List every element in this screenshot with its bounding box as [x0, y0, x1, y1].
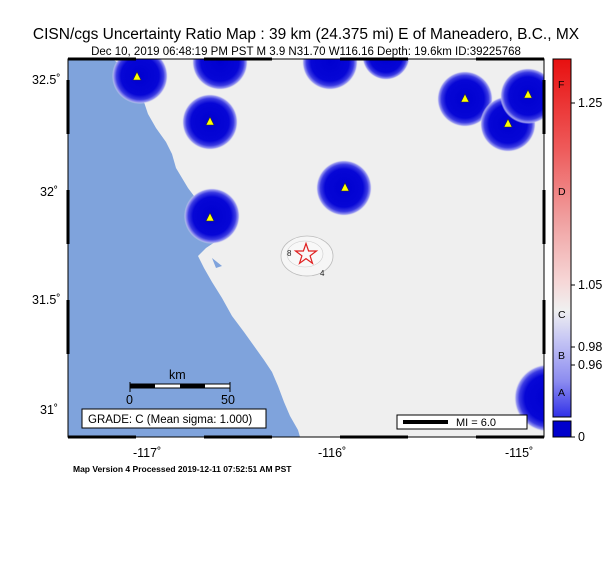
station-coverage [500, 68, 544, 124]
y-tick-label: 31˚ [40, 403, 58, 417]
y-tick-label: 32.5˚ [32, 73, 61, 87]
y-tick-label: 32˚ [40, 185, 58, 199]
station-triangle-icon [205, 212, 215, 222]
svg-text:8: 8 [287, 249, 292, 258]
y-tick-label: 31.5˚ [32, 293, 61, 307]
scale-bar-max: 50 [221, 393, 235, 407]
mi-legend-label: MI = 6.0 [456, 417, 496, 429]
station-triangle-icon [205, 116, 215, 126]
event-details: Dec 10, 2019 06:48:19 PM PST M 3.9 N31.7… [91, 46, 521, 58]
station-coverage [184, 188, 240, 244]
grade-text: GRADE: C (Mean sigma: 1.000) [88, 414, 252, 426]
epicenter-star-icon [293, 241, 319, 265]
processing-footer: Map Version 4 Processed 2019-12-11 07:52… [73, 464, 292, 474]
grade-box: GRADE: C (Mean sigma: 1.000) [81, 408, 267, 429]
x-tick-label: -117˚ [133, 446, 161, 460]
station-coverage [192, 59, 248, 90]
x-tick-label: -115˚ [505, 446, 533, 460]
colorbar-value: 0.96 [578, 358, 602, 372]
scale-bar-min: 0 [126, 393, 133, 407]
map-title: CISN/cgs Uncertainty Ratio Map : 39 km (… [32, 26, 580, 43]
scale-bar: km 0 50 [126, 368, 235, 407]
colorbar-value: 1.05 [578, 278, 602, 292]
grade-letter: B [558, 350, 565, 362]
station-triangle-icon [503, 118, 513, 128]
map-frame [66, 57, 546, 439]
grade-letter: F [558, 79, 564, 91]
grade-letter: D [558, 186, 566, 198]
scale-bar-unit: km [169, 368, 186, 382]
svg-text:4: 4 [320, 269, 325, 278]
colorbar-value: 0 [578, 430, 585, 444]
x-tick-label: -116˚ [318, 446, 346, 460]
colorbar-value: 1.25 [578, 96, 602, 110]
grade-letter: C [558, 309, 566, 321]
mi-legend: MI = 6.0 [396, 414, 528, 430]
station-triangle-icon [460, 93, 470, 103]
colorbar: 1.25 1.05 0.98 0.96 0 F D C B A [552, 58, 602, 444]
station-coverage [302, 59, 358, 90]
colorbar-value: 0.98 [578, 340, 602, 354]
station-coverage [112, 59, 168, 104]
ocean-area [68, 59, 300, 437]
grade-letter: A [558, 387, 565, 399]
station-triangle-icon [132, 71, 142, 81]
station-triangle-icon [523, 89, 533, 99]
station-coverage [362, 59, 410, 80]
station-triangle-icon [340, 182, 350, 192]
